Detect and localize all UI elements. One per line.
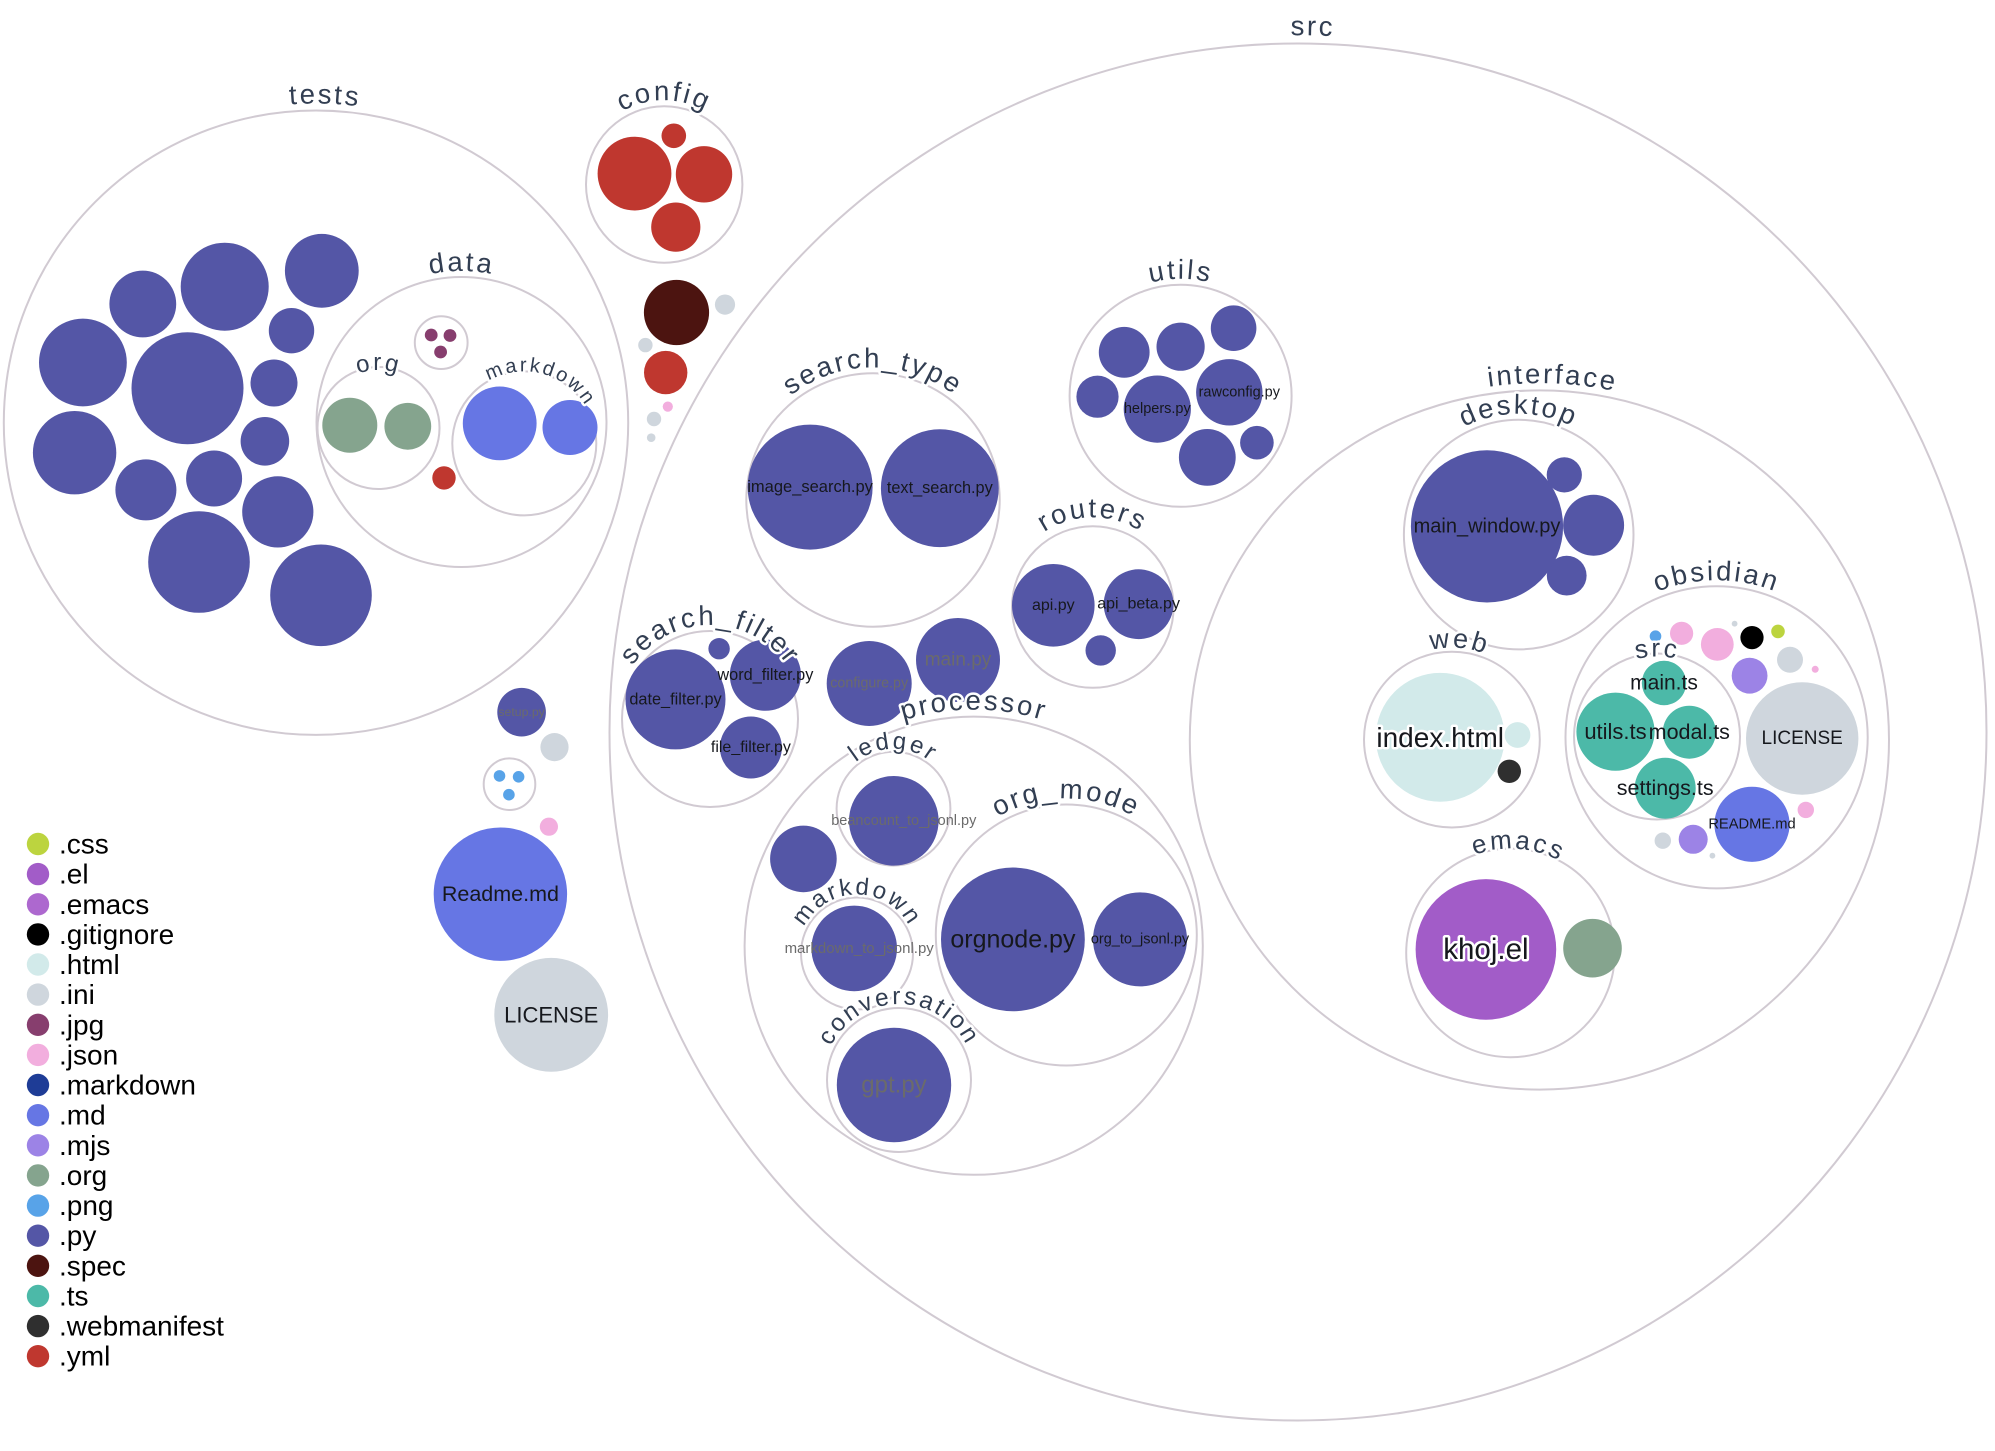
svg-text:.png: .png — [59, 1190, 114, 1221]
svg-text:main.ts: main.ts — [1630, 672, 1698, 695]
svg-text:.jpg: .jpg — [59, 1009, 104, 1040]
svg-text:api_beta.py: api_beta.py — [1097, 596, 1180, 613]
svg-text:README.md: README.md — [1708, 816, 1795, 832]
svg-text:.json: .json — [59, 1039, 118, 1070]
svg-text:api.py: api.py — [1032, 597, 1075, 614]
svg-text:.webmanifest: .webmanifest — [59, 1311, 224, 1342]
svg-text:src: src — [1291, 10, 1336, 42]
svg-text:data: data — [426, 246, 497, 280]
svg-text:text_search.py: text_search.py — [887, 479, 994, 497]
svg-text:utils: utils — [1146, 254, 1216, 289]
svg-text:.emacs: .emacs — [59, 889, 149, 920]
svg-text:.html: .html — [59, 949, 120, 980]
svg-text:org_to_jsonl.py: org_to_jsonl.py — [1091, 931, 1190, 947]
svg-text:word_filter.py: word_filter.py — [716, 666, 814, 684]
svg-text:.css: .css — [59, 829, 109, 860]
svg-text:file_filter.py: file_filter.py — [711, 739, 791, 756]
svg-text:helpers.py: helpers.py — [1124, 401, 1192, 417]
svg-text:.py: .py — [59, 1220, 96, 1251]
svg-text:Readme.md: Readme.md — [442, 882, 559, 906]
svg-text:.ts: .ts — [59, 1281, 89, 1312]
svg-text:.gitignore: .gitignore — [59, 919, 174, 950]
svg-text:.mjs: .mjs — [59, 1130, 110, 1161]
svg-text:settings.ts: settings.ts — [1617, 776, 1714, 800]
svg-text:.yml: .yml — [59, 1341, 110, 1372]
svg-text:org: org — [353, 349, 404, 379]
svg-text:date_filter.py: date_filter.py — [629, 690, 722, 708]
svg-text:.md: .md — [59, 1100, 106, 1131]
svg-text:.el: .el — [59, 859, 89, 890]
svg-text:.org: .org — [59, 1160, 107, 1191]
svg-text:setup.py: setup.py — [498, 705, 545, 719]
svg-text:src: src — [1632, 633, 1682, 665]
svg-text:.markdown: .markdown — [59, 1070, 196, 1101]
svg-text:orgnode.py: orgnode.py — [950, 925, 1076, 953]
svg-text:beancount_to_jsonl.py: beancount_to_jsonl.py — [831, 813, 977, 829]
svg-text:rawconfig.py: rawconfig.py — [1199, 384, 1281, 400]
svg-text:main_window.py: main_window.py — [1414, 515, 1561, 537]
svg-text:.spec: .spec — [59, 1250, 126, 1281]
svg-text:LICENSE: LICENSE — [504, 1002, 598, 1027]
svg-text:image_search.py: image_search.py — [747, 478, 873, 496]
svg-text:index.html: index.html — [1376, 722, 1504, 753]
svg-text:.ini: .ini — [59, 979, 95, 1010]
svg-text:khoj.el: khoj.el — [1443, 933, 1528, 966]
svg-text:configure.py: configure.py — [830, 676, 909, 692]
svg-text:modal.ts: modal.ts — [1649, 720, 1730, 744]
svg-text:LICENSE: LICENSE — [1762, 728, 1843, 749]
svg-text:markdown_to_jsonl.py: markdown_to_jsonl.py — [785, 940, 935, 957]
svg-text:utils.ts: utils.ts — [1584, 719, 1646, 744]
svg-text:main.py: main.py — [925, 650, 992, 671]
svg-text:tests: tests — [288, 78, 363, 112]
svg-text:gpt.py: gpt.py — [861, 1072, 926, 1099]
